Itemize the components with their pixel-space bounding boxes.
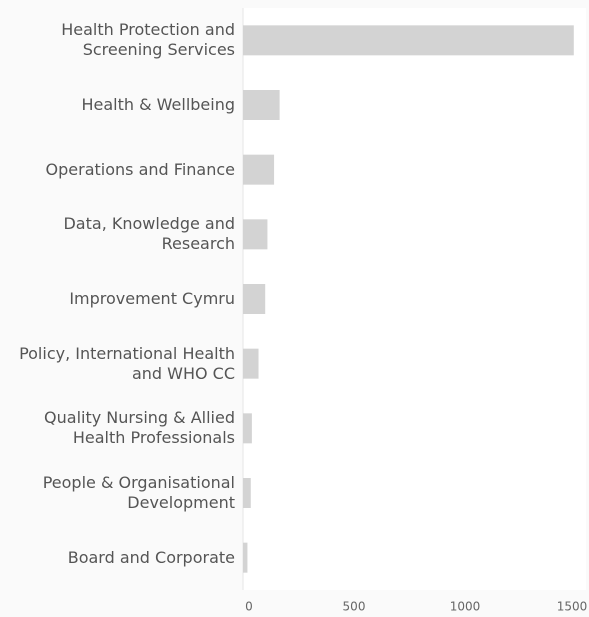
bar [243,542,248,573]
category-label: Data, Knowledge and Research [63,214,235,254]
bar [243,284,266,314]
category-label: Health Protection and Screening Services [61,20,235,60]
x-tick-label: 1000 [450,600,481,614]
bar [243,154,275,185]
category-label: Health & Wellbeing [81,95,235,114]
x-tick-label: 0 [245,600,253,614]
category-label: Operations and Finance [45,159,235,179]
bar [243,25,574,56]
bar [243,413,252,444]
x-tick-label: 1500 [557,600,588,614]
bar [243,348,259,379]
x-tick-label: 500 [343,600,366,614]
category-label: Improvement Cymru [69,289,235,308]
bar [243,219,268,250]
bar [243,90,280,120]
category-label: Policy, International Health and WHO CC [19,343,235,383]
bar [243,478,251,508]
plot-area [243,8,586,590]
category-label: People & Organisational Development [42,473,235,512]
category-label: Board and Corporate [67,547,235,567]
category-label: Quality Nursing & Allied Health Professi… [44,408,235,448]
